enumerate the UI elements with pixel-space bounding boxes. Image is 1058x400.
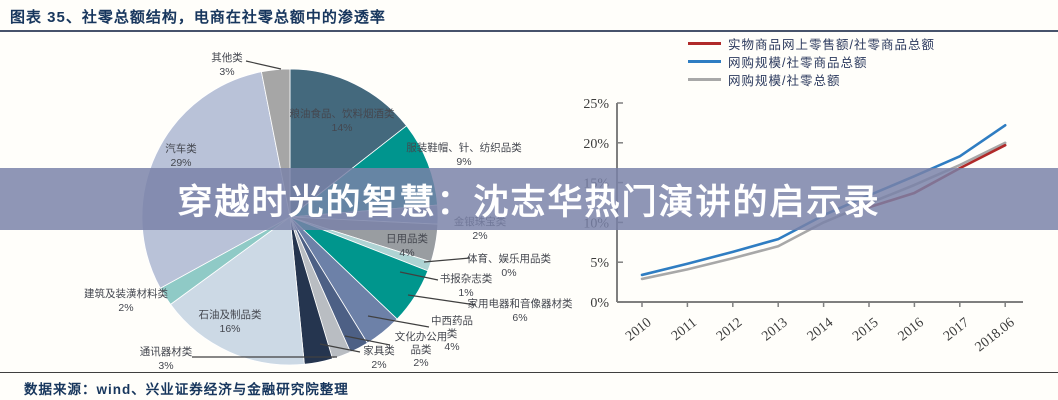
pie-label-name: 汽车类 <box>165 143 197 155</box>
figure-header: 图表 35、社零总额结构，电商在社零总额中的渗透率 <box>0 0 1058 32</box>
y-tick-label: 5% <box>590 256 609 271</box>
pie-label-name: 家具类 <box>363 345 395 357</box>
y-tick-label: 0% <box>590 296 609 311</box>
pie-slice-label: 建筑及装潢材料类 2% <box>58 288 194 314</box>
overlay-banner: 穿越时光的智慧：沈志华热门演讲的启示录 <box>0 168 1058 230</box>
x-tick-label: 2015 <box>850 315 881 344</box>
pie-slice-label: 书报杂志类 1% <box>411 273 521 299</box>
pie-label-percent: 4% <box>444 341 460 353</box>
line-chart-legend: 实物商品网上零售额/社零商品总额 网购规模/社零商品总额 网购规模/社零总额 <box>688 34 935 88</box>
pie-label-percent: 6% <box>512 311 528 324</box>
pie-label-name: 家用电器和音像器材类 <box>467 298 573 310</box>
pie-label-percent: 16% <box>219 322 241 335</box>
pie-label-percent: 2% <box>413 357 429 369</box>
pie-slice <box>169 216 305 365</box>
line-chart-svg: 0%5%10%15%20%25%201020112012201320142015… <box>583 97 1023 355</box>
pie-label-name: 文化办公用品类 <box>394 331 448 356</box>
pie-label-percent: 29% <box>170 156 192 169</box>
legend-label: 网购规模/社零总额 <box>728 73 841 88</box>
figure-title: 图表 35、社零总额结构，电商在社零总额中的渗透率 <box>10 9 386 26</box>
pie-slice-label: 服装鞋帽、针、纺织品类 9% <box>374 142 554 168</box>
pie-label-name: 服装鞋帽、针、纺织品类 <box>406 142 522 154</box>
x-tick-label: 2017 <box>941 315 972 344</box>
pie-label-percent: 2% <box>118 301 134 314</box>
pie-slice-label: 其他类 3% <box>192 52 262 78</box>
pie-slice-label: 家用电器和音像器材类 6% <box>464 298 576 324</box>
y-tick-label: 20% <box>583 137 609 152</box>
pie-label-percent: 2% <box>472 229 488 242</box>
pie-label-percent: 1% <box>458 286 474 299</box>
x-tick-label: 2011 <box>669 315 700 344</box>
pie-label-name: 中西药品类 <box>431 315 473 340</box>
legend-row: 网购规模/社零总额 <box>688 70 935 88</box>
x-tick-label: 2018.06 <box>973 315 1018 355</box>
pie-label-name: 石油及制品类 <box>198 309 262 321</box>
pie-slice-label: 文化办公用品类 2% <box>392 331 450 370</box>
pie-label-name: 通讯器材类 <box>139 346 193 358</box>
pie-slice-label: 体育、娱乐用品类 0% <box>429 253 589 279</box>
pie-label-percent: 2% <box>371 358 387 371</box>
x-tick-label: 2016 <box>896 315 927 344</box>
pie-label-percent: 4% <box>399 246 415 259</box>
pie-label-name: 日用品类 <box>386 233 428 245</box>
pie-slice-label: 汽车类 29% <box>141 143 221 169</box>
pie-slice-label: 中西药品类 4% <box>431 315 473 354</box>
legend-line-sample <box>688 59 721 63</box>
pie-slice-label: 粮油食品、饮料烟酒类 14% <box>257 108 427 134</box>
legend-row: 网购规模/社零商品总额 <box>688 52 935 70</box>
x-tick-label: 2013 <box>759 315 790 344</box>
pie-slice-label: 通讯器材类 3% <box>118 346 214 372</box>
pie-label-percent: 0% <box>501 266 517 279</box>
legend-row: 实物商品网上零售额/社零商品总额 <box>688 34 935 52</box>
pie-label-name: 粮油食品、饮料烟酒类 <box>289 108 395 120</box>
x-tick-label: 2012 <box>714 315 745 344</box>
x-tick-label: 2014 <box>805 315 836 344</box>
footer-divider <box>0 372 1058 373</box>
pie-label-name: 其他类 <box>211 52 243 64</box>
pie-label-name: 书报杂志类 <box>439 273 493 285</box>
line-chart: 实物商品网上零售额/社零商品总额 网购规模/社零商品总额 网购规模/社零总额 0% 5… <box>560 32 1058 375</box>
legend-line-sample <box>688 41 721 45</box>
pie-slice-label: 日用品类 4% <box>362 233 452 259</box>
pie-label-percent: 3% <box>158 359 174 372</box>
pie-slice-label: 家具类 2% <box>349 345 409 371</box>
pie-label-name: 建筑及装潢材料类 <box>84 288 168 300</box>
source-note: 数据来源：wind、兴业证券经济与金融研究院整理 <box>24 382 349 397</box>
legend-label: 网购规模/社零商品总额 <box>728 55 868 70</box>
x-tick-label: 2010 <box>623 315 654 344</box>
overlay-banner-text: 穿越时光的智慧：沈志华热门演讲的启示录 <box>177 182 881 222</box>
pie-label-name: 体育、娱乐用品类 <box>467 253 551 265</box>
pie-label-percent: 14% <box>331 121 353 134</box>
pie-slice-label: 石油及制品类 16% <box>175 309 285 335</box>
y-tick-label: 25% <box>583 97 609 112</box>
legend-line-sample <box>688 77 721 81</box>
pie-label-percent: 9% <box>456 155 472 168</box>
legend-label: 实物商品网上零售额/社零商品总额 <box>728 37 935 52</box>
pie-label-percent: 3% <box>219 65 235 78</box>
